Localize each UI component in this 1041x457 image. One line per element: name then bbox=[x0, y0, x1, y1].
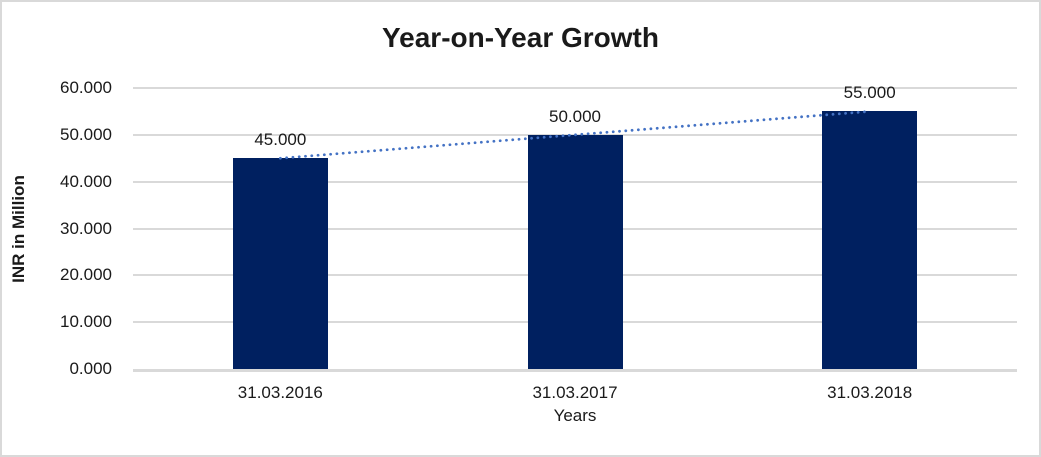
x-axis-tick-label: 31.03.2016 bbox=[237, 383, 323, 402]
bar-value-label: 55.000 bbox=[843, 83, 896, 103]
y-axis-tick-label: 50.000 bbox=[60, 124, 112, 144]
chart-title: Year-on-Year Growth bbox=[382, 22, 659, 53]
x-axis-tick-label: 31.03.2017 bbox=[532, 383, 618, 402]
bar-value-label: 50.000 bbox=[549, 106, 601, 126]
y-axis-tick-label: 20.000 bbox=[60, 265, 112, 285]
y-axis-tick-label: 10.000 bbox=[60, 312, 112, 332]
bar bbox=[527, 134, 623, 369]
x-axis-tick-label: 31.03.2018 bbox=[827, 383, 913, 402]
y-axis-tick-label: 0.000 bbox=[69, 359, 112, 378]
bar-value-label: 45.000 bbox=[254, 130, 307, 150]
bar bbox=[822, 111, 918, 369]
trendline-path bbox=[278, 110, 872, 160]
y-axis-tick-label: 30.000 bbox=[60, 218, 112, 238]
y-axis-tick-label: 40.000 bbox=[60, 171, 112, 191]
x-axis-line bbox=[133, 369, 1017, 372]
y-axis-tick-label: 60.000 bbox=[60, 78, 112, 97]
gridline bbox=[133, 87, 1017, 89]
x-axis-title: Years bbox=[553, 406, 597, 425]
bar bbox=[232, 158, 328, 369]
